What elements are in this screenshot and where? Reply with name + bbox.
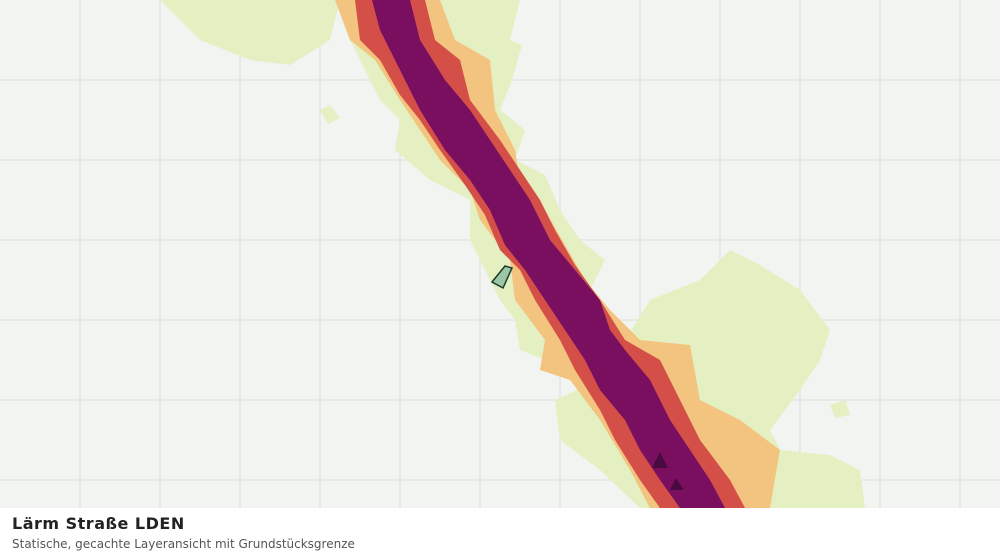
info-panel: Lärm Straße LDEN Statische, gecachte Lay… xyxy=(0,508,1000,560)
map-marker xyxy=(652,452,684,490)
layer-title: Lärm Straße LDEN xyxy=(12,514,185,533)
parcel-boundary xyxy=(490,265,514,290)
noise-zone-very-high xyxy=(372,0,725,508)
layer-subtitle: Statische, gecachte Layeransicht mit Gru… xyxy=(12,537,355,551)
